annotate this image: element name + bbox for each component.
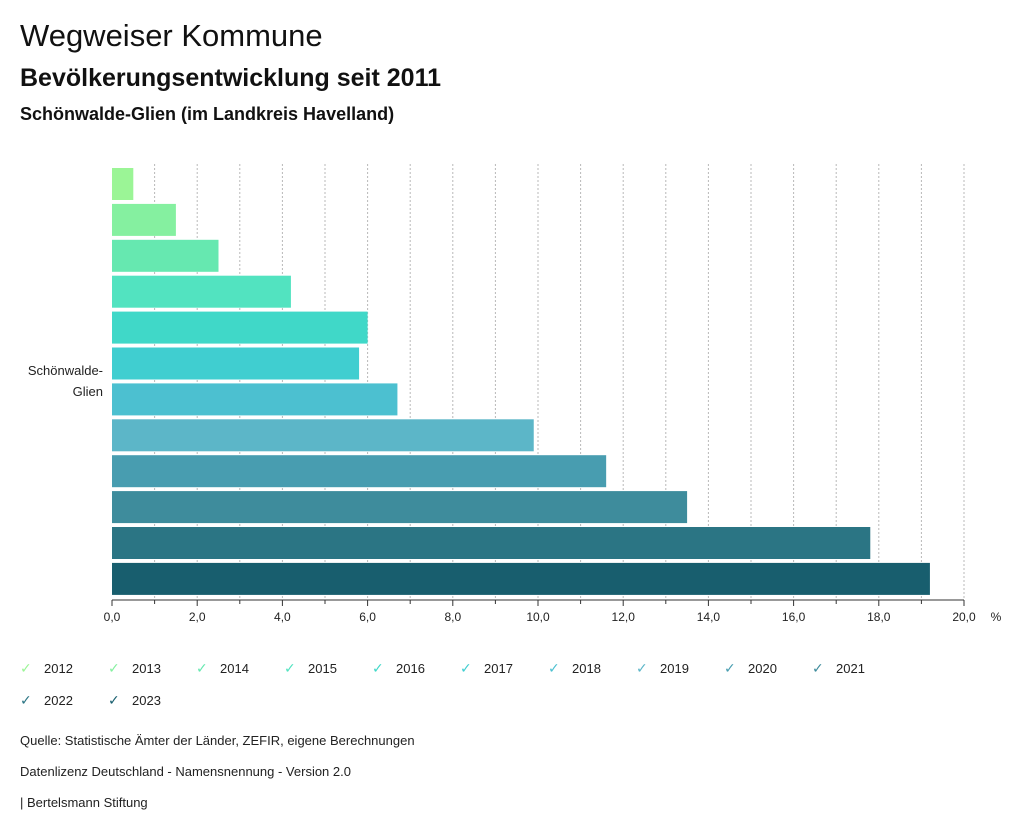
category-label: Schönwalde- bbox=[28, 363, 103, 378]
source-note: Quelle: Statistische Ämter der Länder, Z… bbox=[20, 733, 415, 748]
legend-label: 2019 bbox=[660, 661, 689, 676]
legend-label: 2012 bbox=[44, 661, 73, 676]
check-icon: ✓ bbox=[724, 660, 736, 676]
bar-2016 bbox=[112, 311, 368, 344]
category-labels: Schönwalde- Glien bbox=[28, 363, 103, 399]
bar-chart: 0,0 2,0 4,0 6,0 8,0 10,0 12,0 14,0 16,0 18,0 20,0%… bbox=[28, 164, 1002, 624]
legend-item-2023[interactable]: ✓ 2023 bbox=[108, 692, 161, 712]
bars bbox=[112, 168, 930, 595]
check-icon: ✓ bbox=[636, 660, 648, 676]
bar-2015 bbox=[112, 275, 291, 308]
legend-label: 2014 bbox=[220, 661, 249, 676]
bar-2012 bbox=[112, 168, 134, 200]
check-icon: ✓ bbox=[196, 660, 208, 676]
bar-2017 bbox=[112, 347, 360, 380]
x-tick-label: 8,0 bbox=[444, 610, 461, 624]
legend-item-2019[interactable]: ✓ 2019 bbox=[636, 660, 689, 680]
legend-label: 2020 bbox=[748, 661, 777, 676]
chart-subtitle: Bevölkerungsentwicklung seit 2011 bbox=[20, 64, 441, 92]
legend-label: 2017 bbox=[484, 661, 513, 676]
legend-item-2015[interactable]: ✓ 2015 bbox=[284, 660, 337, 680]
check-icon: ✓ bbox=[108, 692, 120, 708]
legend-item-2012[interactable]: ✓ 2012 bbox=[20, 660, 73, 680]
legend-item-2013[interactable]: ✓ 2013 bbox=[108, 660, 161, 680]
legend-item-2016[interactable]: ✓ 2016 bbox=[372, 660, 425, 680]
bar-2020 bbox=[112, 455, 607, 488]
publisher-note: | Bertelsmann Stiftung bbox=[20, 795, 148, 810]
bar-2014 bbox=[112, 239, 219, 272]
x-axis-unit: % bbox=[991, 610, 1002, 624]
legend-item-2014[interactable]: ✓ 2014 bbox=[196, 660, 249, 680]
check-icon: ✓ bbox=[20, 660, 32, 676]
x-tick-label: 14,0 bbox=[697, 610, 721, 624]
x-tick-label: 20,0 bbox=[952, 610, 976, 624]
x-tick-label: 10,0 bbox=[526, 610, 550, 624]
legend-item-2018[interactable]: ✓ 2018 bbox=[548, 660, 601, 680]
bar-2013 bbox=[112, 203, 176, 236]
legend-label: 2013 bbox=[132, 661, 161, 676]
x-tick-label: 0,0 bbox=[104, 610, 121, 624]
x-tick-label: 12,0 bbox=[612, 610, 636, 624]
legend-label: 2016 bbox=[396, 661, 425, 676]
legend-item-2022[interactable]: ✓ 2022 bbox=[20, 692, 73, 712]
x-tick-label: 18,0 bbox=[867, 610, 891, 624]
region-label: Schönwalde-Glien (im Landkreis Havelland… bbox=[20, 104, 395, 124]
check-icon: ✓ bbox=[460, 660, 472, 676]
bar-2018 bbox=[112, 383, 398, 416]
legend-label: 2022 bbox=[44, 693, 73, 708]
legend-label: 2018 bbox=[572, 661, 601, 676]
x-tick-label: 2,0 bbox=[189, 610, 206, 624]
legend-item-2017[interactable]: ✓ 2017 bbox=[460, 660, 513, 680]
category-label: Glien bbox=[73, 384, 103, 399]
check-icon: ✓ bbox=[284, 660, 296, 676]
check-icon: ✓ bbox=[548, 660, 560, 676]
bar-2019 bbox=[112, 419, 534, 452]
x-tick-label: 16,0 bbox=[782, 610, 806, 624]
legend-label: 2015 bbox=[308, 661, 337, 676]
bar-2022 bbox=[112, 527, 871, 559]
x-tick-label: 4,0 bbox=[274, 610, 291, 624]
check-icon: ✓ bbox=[372, 660, 384, 676]
legend-label: 2023 bbox=[132, 693, 161, 708]
check-icon: ✓ bbox=[20, 692, 32, 708]
legend-item-2020[interactable]: ✓ 2020 bbox=[724, 660, 777, 680]
license-note: Datenlizenz Deutschland - Namensnennung … bbox=[20, 764, 351, 779]
legend-label: 2021 bbox=[836, 661, 865, 676]
x-tick-label: 6,0 bbox=[359, 610, 376, 624]
bar-2021 bbox=[112, 491, 688, 524]
bar-2023 bbox=[112, 562, 930, 595]
page-title: Wegweiser Kommune bbox=[20, 18, 323, 53]
x-axis: 0,0 2,0 4,0 6,0 8,0 10,0 12,0 14,0 16,0 18,0 20,0% bbox=[104, 599, 1002, 624]
legend-item-2021[interactable]: ✓ 2021 bbox=[812, 660, 865, 680]
check-icon: ✓ bbox=[108, 660, 120, 676]
grid-lines bbox=[154, 164, 965, 600]
check-icon: ✓ bbox=[812, 660, 824, 676]
